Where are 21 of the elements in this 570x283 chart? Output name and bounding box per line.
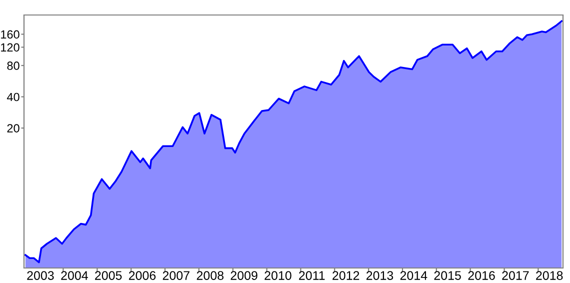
x-tick-label: 2008: [196, 271, 224, 280]
x-tick-label: 2014: [400, 271, 428, 280]
x-tick-label: 2009: [230, 271, 258, 280]
x-tick-label: 2011: [299, 271, 325, 280]
y-tick-label: 40: [6, 92, 20, 102]
x-tick-label: 2015: [434, 271, 461, 280]
x-tick-label: 2010: [264, 271, 292, 280]
y-tick-label: 20: [7, 124, 20, 132]
x-tick-label: 2003: [27, 271, 54, 280]
x-tick-label: 2004: [61, 271, 88, 280]
y-tick-label: 120: [1, 43, 20, 52]
x-tick-label: 2017: [502, 271, 529, 280]
x-tick-label: 2006: [128, 271, 156, 280]
x-tick-label: 2005: [95, 271, 122, 280]
x-tick-label: 2007: [162, 271, 190, 280]
x-tick-label: 2016: [468, 271, 495, 280]
y-tick-label: 160: [1, 30, 20, 39]
x-tick-label: 2018: [536, 271, 563, 280]
x-tick-label: 2013: [366, 271, 394, 280]
y-tick-label: 80: [7, 62, 20, 70]
x-tick-label: 2012: [332, 271, 360, 280]
